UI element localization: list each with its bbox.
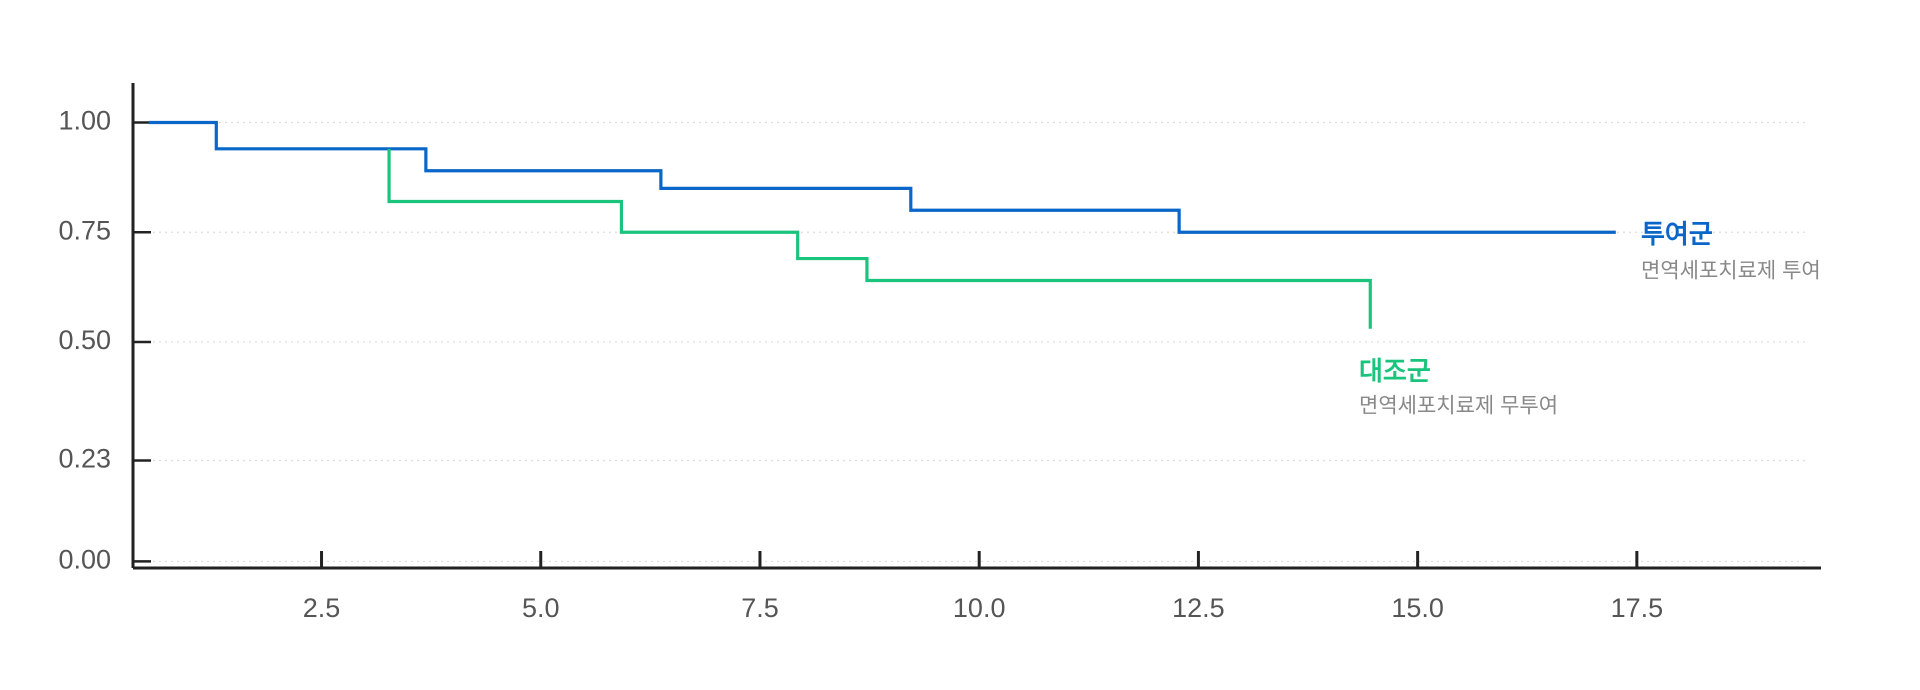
legend-label: 투여군 (1641, 219, 1713, 249)
x-tick-label: 5.0 (522, 593, 560, 623)
x-tick-label: 2.5 (303, 593, 341, 623)
y-tick-label: 1.00 (58, 106, 111, 136)
x-tick-label: 7.5 (741, 593, 779, 623)
legend-description: 면역세포치료제 투여 (1641, 260, 1821, 283)
x-tick-label: 10.0 (953, 593, 1006, 623)
y-tick-label: 0.23 (58, 444, 111, 474)
x-tick-label: 15.0 (1391, 593, 1444, 623)
y-tick-label: 0.50 (58, 325, 111, 355)
survival-line (148, 120, 1616, 234)
y-tick-label: 0.75 (58, 215, 111, 245)
legend-label: 대조군 (1359, 356, 1431, 386)
survival-line (387, 148, 1372, 329)
x-tick-label: 17.5 (1611, 593, 1664, 623)
legend-description: 면역세포치료제 무투여 (1359, 395, 1558, 418)
x-tick-label: 12.5 (1172, 593, 1225, 623)
y-tick-label: 0.00 (58, 545, 111, 575)
